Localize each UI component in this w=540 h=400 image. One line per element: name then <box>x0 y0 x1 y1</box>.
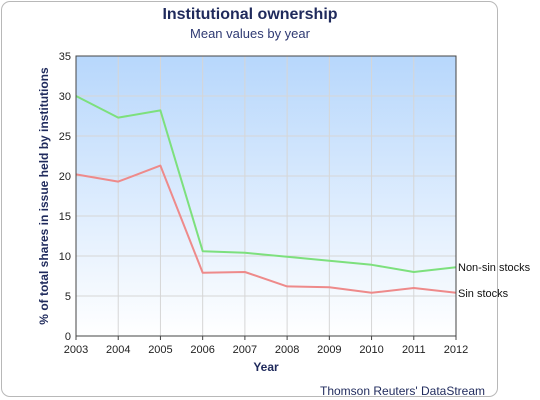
y-tick-label: 20 <box>59 171 71 183</box>
x-axis-label: Year <box>253 360 279 374</box>
x-tick-label: 2008 <box>275 344 299 356</box>
x-tick-label: 2011 <box>402 344 426 356</box>
series-label-non-sin: Non-sin stocks <box>458 262 531 274</box>
axis-ticks: 0 5 10 15 20 25 30 35 2003 2004 2005 2006 2007 2008 20… <box>59 51 468 356</box>
series-line-non-sin <box>75 95 457 273</box>
series-line-sin <box>75 164 457 294</box>
x-tick-label: 2006 <box>190 344 214 356</box>
chart-subtitle: Mean values by year <box>190 26 310 41</box>
y-tick-label: 30 <box>59 91 71 103</box>
source-credit: Thomson Reuters' DataStream <box>320 384 486 398</box>
x-tick-label: 2012 <box>444 344 468 356</box>
x-tick-label: 2005 <box>148 344 172 356</box>
x-tick-label: 2004 <box>106 344 130 356</box>
y-tick-label: 25 <box>59 131 71 143</box>
y-axis-label: % of total shares in issue held by insti… <box>37 67 51 325</box>
x-tick-label: 2007 <box>233 344 257 356</box>
y-tick-label: 5 <box>65 291 71 303</box>
y-tick-label: 15 <box>59 211 71 223</box>
plot-border <box>75 55 457 337</box>
y-tick-label: 0 <box>65 331 71 343</box>
series-label-sin: Sin stocks <box>458 288 509 300</box>
x-tick-label: 2003 <box>64 344 88 356</box>
y-tick-label: 10 <box>59 251 71 263</box>
plot-area <box>76 56 456 336</box>
x-tick-label: 2009 <box>317 344 341 356</box>
y-tick-label: 35 <box>59 51 71 63</box>
x-tick-label: 2010 <box>359 344 383 356</box>
grid-lines <box>76 56 456 336</box>
series-labels: Non-sin stocks Sin stocks <box>458 262 531 300</box>
chart-title: Institutional ownership <box>162 6 338 23</box>
series-lines <box>75 95 457 294</box>
